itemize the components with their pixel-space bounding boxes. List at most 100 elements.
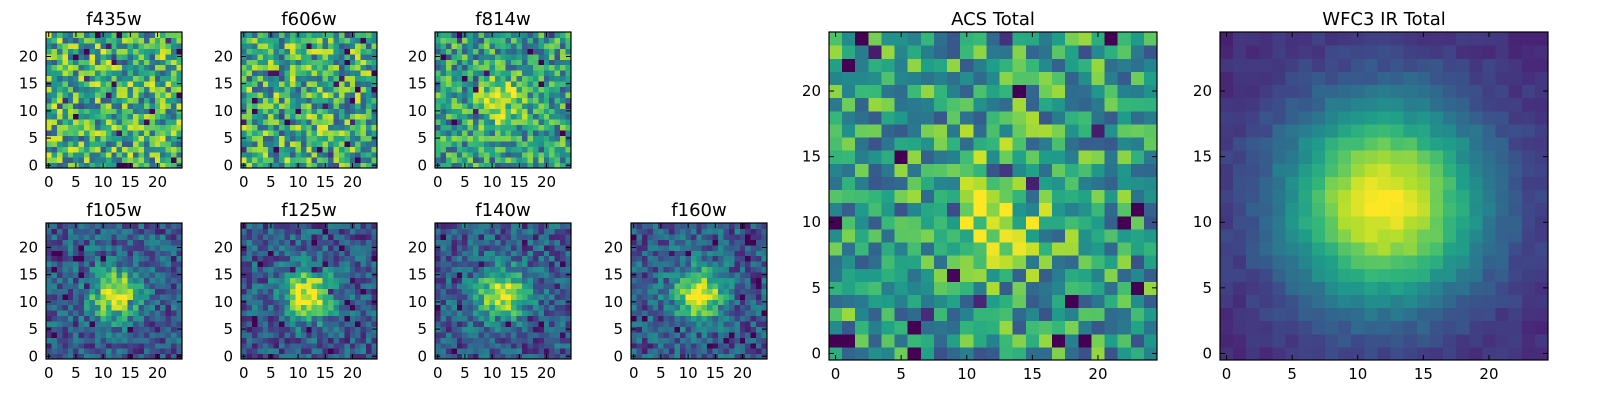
heatmap-cell xyxy=(511,228,518,235)
heatmap-cell xyxy=(728,261,735,268)
heatmap-cell xyxy=(712,299,719,306)
heatmap-cell xyxy=(690,255,697,262)
heatmap-cell xyxy=(456,59,463,66)
heatmap-cell xyxy=(1130,241,1145,256)
x-tick-label: 5 xyxy=(460,364,470,382)
heatmap-cell xyxy=(631,277,638,284)
heatmap-cell xyxy=(322,348,329,355)
heatmap-cell xyxy=(289,342,296,349)
heatmap-cell xyxy=(669,326,676,333)
heatmap-cell xyxy=(143,244,150,251)
heatmap-cell xyxy=(338,299,345,306)
heatmap-cell xyxy=(349,59,356,66)
heatmap-cell xyxy=(723,277,730,284)
heatmap-cell xyxy=(46,64,53,71)
heatmap-cell xyxy=(306,255,313,262)
heatmap-cell xyxy=(445,310,452,317)
heatmap-cell xyxy=(366,42,373,49)
heatmap-cell xyxy=(554,255,561,262)
heatmap-cell xyxy=(881,307,896,322)
heatmap-cell xyxy=(89,48,96,55)
heatmap-cell xyxy=(360,261,367,268)
heatmap-cell xyxy=(241,304,248,311)
heatmap-cell xyxy=(690,244,697,251)
heatmap-cell xyxy=(554,337,561,344)
heatmap-cell xyxy=(549,315,556,322)
heatmap-cell xyxy=(89,37,96,44)
heatmap-cell xyxy=(100,288,107,295)
heatmap-cell xyxy=(360,124,367,131)
heatmap-cell xyxy=(51,157,58,164)
y-tick-label: 15 xyxy=(19,266,38,284)
heatmap-cell xyxy=(284,42,291,49)
heatmap-cell xyxy=(328,119,335,126)
heatmap-cell xyxy=(257,113,264,120)
heatmap-cell xyxy=(360,348,367,355)
heatmap-cell xyxy=(154,140,161,147)
heatmap-cell xyxy=(473,266,480,273)
heatmap-cell xyxy=(516,304,523,311)
heatmap-cell xyxy=(522,53,529,60)
heatmap-cell xyxy=(322,64,329,71)
heatmap-cell xyxy=(133,261,140,268)
heatmap-cell xyxy=(527,97,534,104)
heatmap-cell xyxy=(647,293,654,300)
heatmap-cell xyxy=(494,102,501,109)
heatmap-cell xyxy=(154,53,161,60)
heatmap-cell xyxy=(696,266,703,273)
heatmap-cell xyxy=(94,42,101,49)
heatmap-cell xyxy=(549,288,556,295)
heatmap-cell xyxy=(300,146,307,153)
heatmap-cell xyxy=(652,255,659,262)
heatmap-cell xyxy=(505,80,512,87)
heatmap-cell xyxy=(349,102,356,109)
heatmap-cell xyxy=(560,124,567,131)
heatmap-cell xyxy=(500,53,507,60)
heatmap-cell xyxy=(300,266,307,273)
heatmap-cell xyxy=(679,288,686,295)
heatmap-cell xyxy=(718,304,725,311)
heatmap-cell xyxy=(73,86,80,93)
heatmap-cell xyxy=(306,282,313,289)
heatmap-cell xyxy=(100,233,107,240)
heatmap-cell xyxy=(1038,281,1053,295)
heatmap-cell xyxy=(360,228,367,235)
heatmap-cell xyxy=(829,202,843,217)
heatmap-cell xyxy=(451,102,458,109)
heatmap-cell xyxy=(636,239,643,246)
heatmap-cell xyxy=(707,315,714,322)
heatmap-cell xyxy=(154,315,161,322)
heatmap-cell xyxy=(78,320,85,327)
heatmap-cell xyxy=(349,331,356,338)
heatmap-cell xyxy=(451,310,458,317)
heatmap-cell xyxy=(440,102,447,109)
heatmap-cell xyxy=(527,64,534,71)
heatmap-cell xyxy=(349,255,356,262)
heatmap-cell xyxy=(647,277,654,284)
heatmap-cell xyxy=(445,97,452,104)
heatmap-cell xyxy=(89,326,96,333)
heatmap-cell xyxy=(268,250,275,257)
heatmap-cell xyxy=(483,113,490,120)
heatmap-cell xyxy=(133,233,140,240)
heatmap-cell xyxy=(522,162,529,169)
heatmap-cell xyxy=(756,266,763,273)
heatmap-cell xyxy=(165,337,172,344)
heatmap-cell xyxy=(306,277,313,284)
heatmap-cell xyxy=(473,315,480,322)
heatmap-cell xyxy=(440,86,447,93)
heatmap-cell xyxy=(241,151,248,158)
heatmap-cell xyxy=(451,80,458,87)
heatmap-cell xyxy=(669,353,676,360)
heatmap-cell xyxy=(344,223,351,230)
heatmap-cell xyxy=(868,163,883,177)
heatmap-cell xyxy=(241,266,248,273)
heatmap-cell xyxy=(478,70,485,77)
heatmap-cell xyxy=(78,64,85,71)
heatmap-cell xyxy=(707,337,714,344)
heatmap-cell xyxy=(317,228,324,235)
heatmap-cell xyxy=(355,326,362,333)
heatmap-cell xyxy=(257,288,264,295)
heatmap-cell xyxy=(127,315,134,322)
